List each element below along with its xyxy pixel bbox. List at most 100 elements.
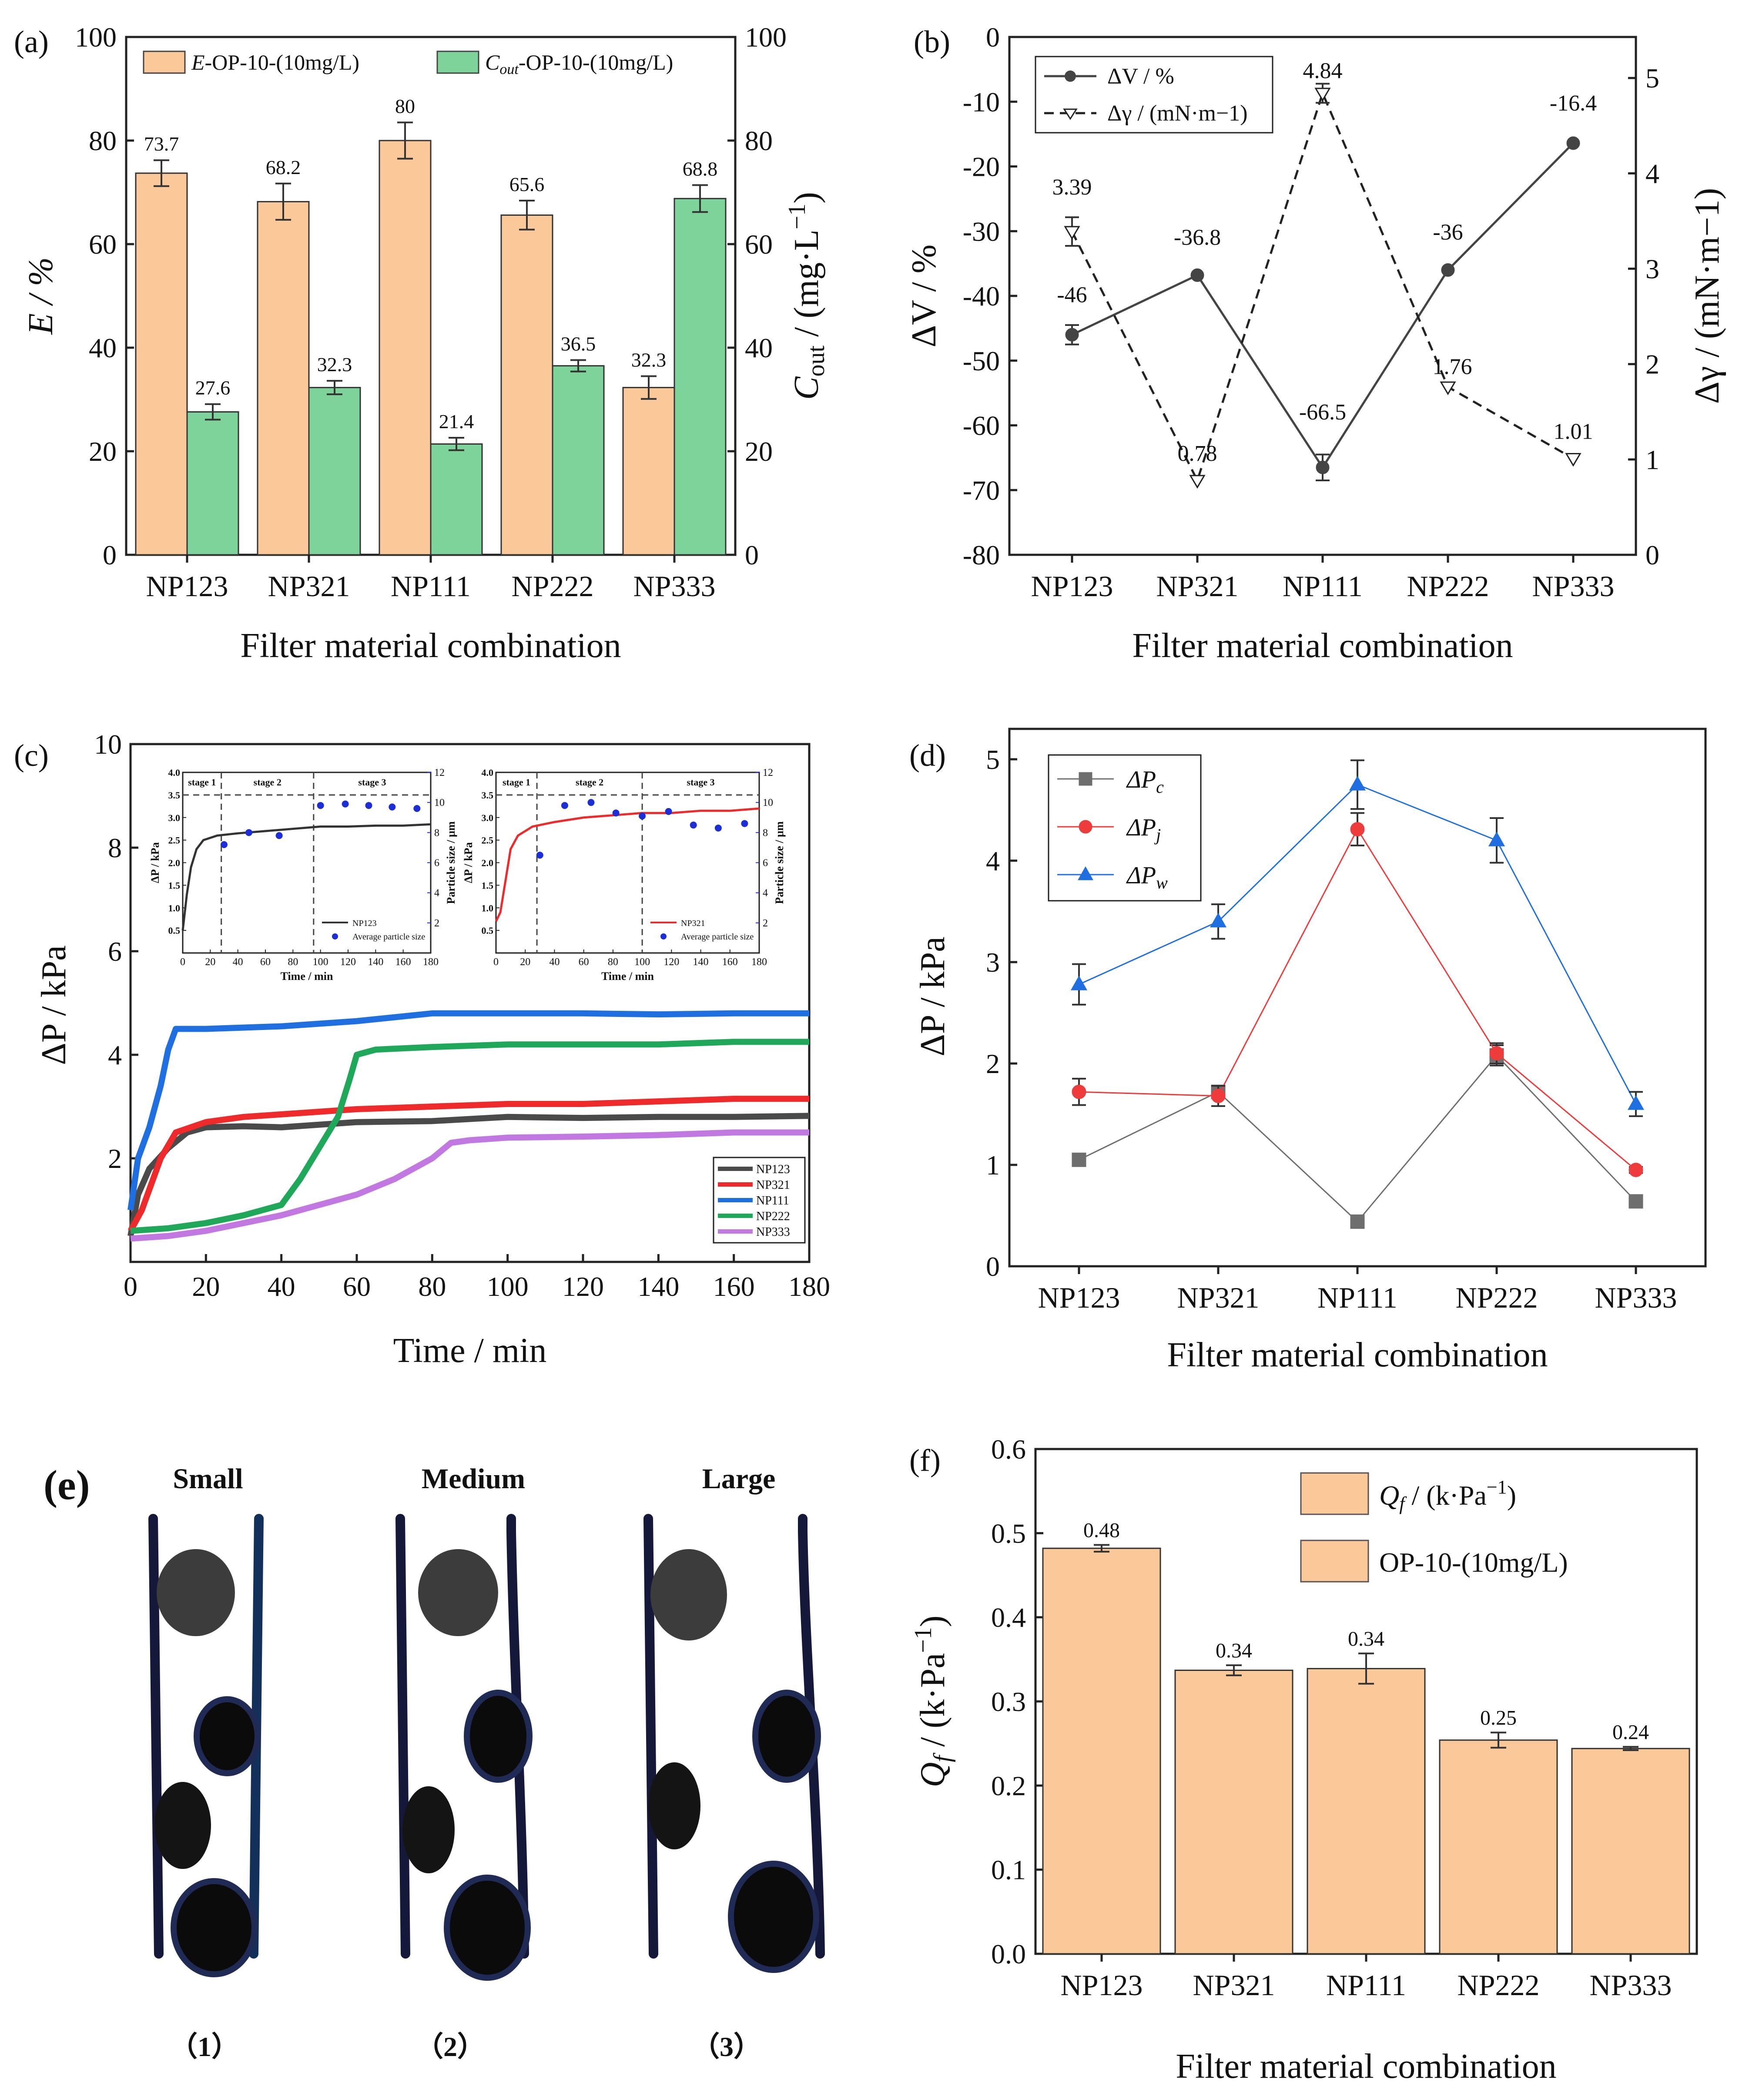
particle-gray-3: [650, 1549, 727, 1640]
diagram-e-title-medium: Medium: [422, 1463, 525, 1495]
particle-black-large-2: [444, 1875, 531, 1981]
particle-black-large-3: [728, 1861, 819, 1973]
particle-gray-2: [418, 1549, 498, 1636]
legend-label-w: ΔPw: [1126, 862, 1168, 892]
panel-a-marks: 0 20 40 60 80 100 0 20 40 60 80 100 73.7 68.2 80 65.6 32…: [75, 22, 787, 603]
panel-b-line-chart: (b) -80 -70 -60 -50 -40 -30 -20 -10 0 0 1 2 3 4 5 -46 -3…: [905, 22, 1726, 665]
bar-efficiency: [500, 214, 553, 556]
inset-np321-y2-tick-label: 12: [763, 767, 773, 778]
panel-b-y2-tick-label: 2: [1645, 349, 1659, 380]
inset-np123-y-tick-label: 0.5: [168, 925, 181, 936]
particle-black-3: [648, 1762, 700, 1849]
inset-np321-x-title: Time / min: [601, 970, 654, 983]
panel-b-x-tick-label: NP111: [1283, 570, 1363, 603]
panel-f-marks: 0.0 0.1 0.2 0.3 0.4 0.5 0.6 0.48 0.34 0.34 0.25 0.2…: [991, 1434, 1690, 2002]
inset-np321-particle-size-point: [561, 802, 568, 809]
panel-a-y2-tick-label: 0: [745, 540, 759, 570]
panel-d-x-tick-label: NP111: [1317, 1281, 1397, 1314]
panel-label-d: (d): [909, 738, 946, 773]
inset-np123-stage-label: stage 3: [358, 777, 386, 788]
legend-label-efficiency: E-OP-10-(10mg/L): [191, 50, 359, 74]
particle-black-outlined-2: [464, 1690, 533, 1783]
panel-d-x-axis-title: Filter material combination: [1167, 1336, 1548, 1374]
particle-black-large-1: [171, 1878, 258, 1977]
inset-np321-y2-tick-label: 10: [763, 797, 773, 808]
bar-value-label: 32.3: [631, 349, 667, 371]
inset-np123-x-tick-label: 180: [423, 956, 439, 968]
panel-a-y-tick-label: 20: [89, 436, 117, 467]
panel-f-y-axis-title: Qf / (k·Pa−1): [910, 1615, 956, 1787]
bar-value-label: 73.7: [144, 133, 179, 155]
bar-value-label: 68.2: [266, 156, 301, 178]
diagram-e-caption-1: （1）: [170, 2031, 239, 2062]
bar-value-label-quality-factor: 0.25: [1480, 1707, 1517, 1730]
panel-a-x-tick-label: NP333: [633, 570, 716, 603]
inset-np321-x-tick-label: 0: [493, 956, 499, 968]
panel-c-y-tick-label: 8: [108, 832, 122, 863]
panel-d-x-tick-label: NP321: [1177, 1281, 1260, 1314]
panel-b-x-tick-label: NP333: [1532, 570, 1615, 603]
series-line-np333: [130, 1129, 809, 1242]
panel-e-diagram: (e) Small Medium Large （1） （2） （3）: [44, 1462, 825, 2062]
bar-value-label-quality-factor: 0.34: [1348, 1627, 1384, 1650]
bar-value-label: 36.5: [561, 333, 596, 355]
panel-c-y-tick-label: 6: [108, 936, 122, 967]
bar-value-label-quality-factor: 0.48: [1083, 1519, 1120, 1542]
bar-quality-factor: [1307, 1668, 1426, 1955]
inset-np123-particle-size-point: [413, 805, 421, 812]
legend-label-c: ΔPc: [1126, 766, 1164, 797]
inset-np321-particle-size-point: [639, 812, 646, 820]
panel-b-y-tick-label: 0: [986, 22, 1000, 53]
legend-marker-j: [1079, 820, 1092, 834]
inset-np321-legend-marker: [660, 933, 667, 939]
legend-label-np123: NP123: [756, 1163, 790, 1176]
panel-c-inset-np123: 0 20 40 60 80 100 120 140 160 180 0.5 1.0 1.5 2.0 2.5 3…: [149, 767, 457, 983]
panel-b-y-tick-label: -40: [963, 281, 1000, 312]
point-volume-change: [1316, 460, 1330, 474]
panel-c-inset-np321: 0 20 40 60 80 100 120 140 160 180 0.5 1.0 1.5 2.0 2.5 3…: [462, 767, 786, 983]
bar-outlet-concentration: [308, 387, 361, 556]
value-label-volume-change: -36: [1433, 220, 1463, 245]
inset-np321-y-tick-label: 0.5: [482, 925, 494, 936]
panel-c-x-tick-label: 100: [487, 1271, 529, 1302]
panel-b-y2-axis-title: Δγ / (mN·m−1): [1688, 188, 1726, 404]
panel-c-legend: NP123 NP321 NP111 NP222 NP333: [713, 1157, 806, 1244]
particle-black-2: [402, 1786, 455, 1873]
panel-b-y2-tick-label: 3: [1645, 254, 1659, 285]
inset-np123-particle-size-point: [221, 841, 228, 848]
point-surface-tension: [1189, 475, 1206, 489]
inset-np321-y-tick-label: 3.0: [482, 812, 494, 823]
legend-label-np222: NP222: [756, 1210, 790, 1223]
panel-f-y-tick-label: 0.2: [991, 1770, 1026, 1801]
panel-label-c: (c): [14, 738, 49, 773]
panel-c-x-tick-label: 140: [637, 1271, 679, 1302]
point-volume-change: [1065, 328, 1079, 342]
inset-np321-stage-label: stage 3: [687, 777, 714, 788]
bar-value-label: 65.6: [509, 173, 545, 195]
bar-outlet-concentration: [673, 198, 727, 556]
inset-np123-y2-tick-label: 10: [434, 797, 445, 808]
panel-a-y-tick-label: 40: [89, 332, 117, 363]
bar-value-label: 32.3: [317, 353, 352, 376]
legend-label-op10: OP-10-(10mg/L): [1379, 1547, 1568, 1578]
bar-efficiency: [622, 387, 675, 556]
series-line-np222: [130, 1039, 809, 1234]
bar-value-label: 68.8: [683, 158, 718, 180]
panel-b-y-tick-label: -30: [963, 216, 1000, 247]
legend-swatch-outlet-concentration: [436, 50, 479, 74]
panel-c-x-tick-label: 20: [192, 1271, 220, 1302]
inset-np321-particle-size-point: [741, 820, 748, 827]
value-label-volume-change: -66.5: [1299, 400, 1346, 425]
panel-a-y2-axis-title: Cout / (mg·L−1): [784, 192, 830, 400]
inset-np321-particle-size-point: [587, 799, 595, 806]
point-volume-change: [1190, 268, 1204, 282]
panel-f-x-tick-label: NP333: [1590, 1969, 1672, 2002]
panel-a-bar-chart: (a) 0 20 40 60 80 100 0 20 40 60 80 100 73.7 68.2 80 65…: [14, 22, 830, 665]
inset-np321-particle-size-point: [665, 808, 672, 815]
inset-np123-stage-label: stage 1: [188, 777, 216, 788]
panel-d-y-axis-title: ΔP / kPa: [914, 936, 952, 1056]
inset-np321-y2-tick-label: 2: [763, 918, 768, 929]
inset-np321-particle-size-point: [714, 824, 722, 832]
